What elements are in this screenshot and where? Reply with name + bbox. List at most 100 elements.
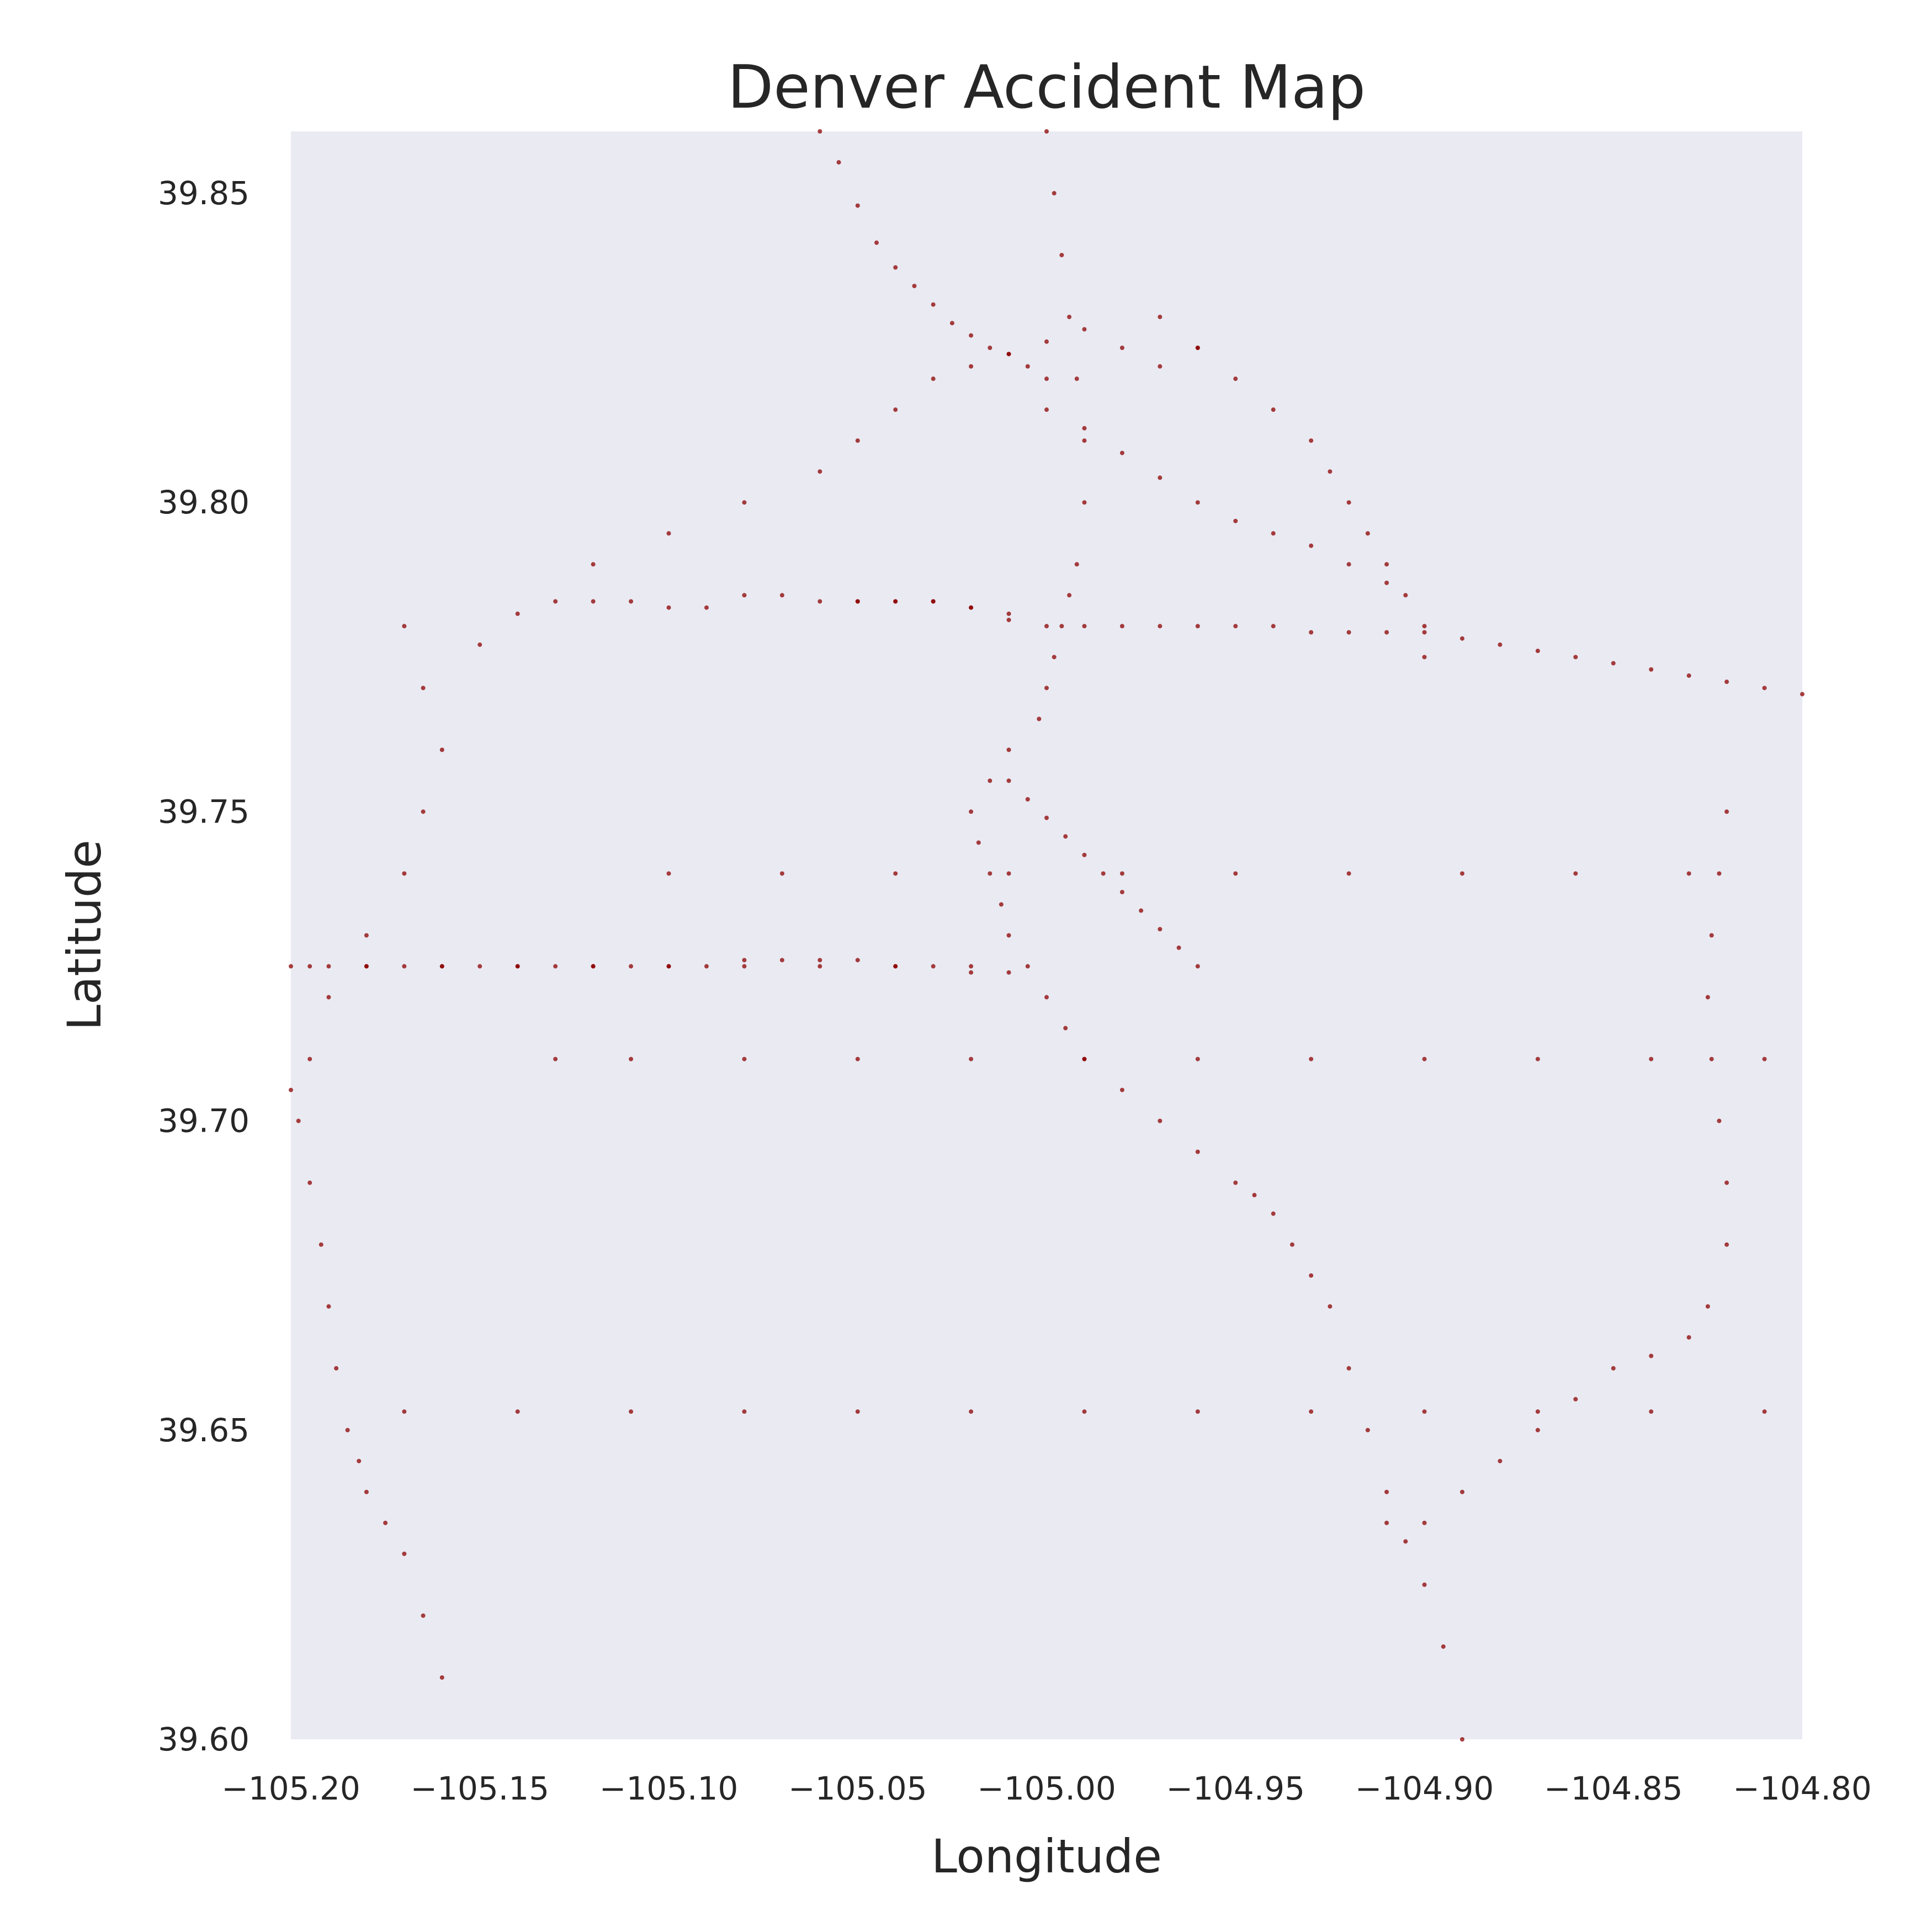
accident-point [1006, 871, 1011, 876]
accident-point [439, 1675, 444, 1680]
accident-point [629, 1409, 634, 1414]
accident-point [969, 333, 974, 338]
accident-point [1403, 1539, 1408, 1544]
accident-point [1422, 1409, 1427, 1414]
accident-point [553, 1057, 558, 1061]
points-layer [289, 129, 1804, 1742]
accident-point [988, 778, 992, 783]
accident-point [1025, 797, 1030, 802]
accident-point [1044, 376, 1049, 381]
accident-point [893, 871, 898, 876]
accident-point [1762, 1057, 1767, 1061]
accident-point [742, 1057, 747, 1061]
accident-point [364, 1489, 369, 1494]
y-axis-ticks: 39.60 39.65 39.70 39.75 39.80 39.85 [158, 174, 250, 1758]
accident-point [1119, 890, 1124, 895]
accident-point [931, 599, 936, 604]
accident-point [949, 321, 954, 326]
accident-point [296, 1118, 301, 1123]
chart-title: Denver Accident Map [728, 53, 1366, 122]
accident-point [855, 438, 860, 443]
accident-point [1052, 655, 1057, 660]
accident-point [1309, 1273, 1314, 1278]
accident-point [1006, 352, 1011, 357]
x-axis-label: Longitude [931, 1829, 1162, 1883]
accident-point [1686, 871, 1691, 876]
accident-point [818, 469, 822, 474]
accident-point [1063, 1026, 1068, 1031]
accident-point [704, 605, 709, 610]
accident-point [1158, 927, 1163, 932]
accident-point [1233, 871, 1238, 876]
accident-point [874, 240, 879, 245]
accident-point [1082, 852, 1087, 857]
accident-point [1233, 376, 1238, 381]
accident-point [1044, 339, 1049, 344]
accident-point [836, 160, 841, 165]
accident-point [988, 871, 992, 876]
accident-point [289, 1087, 293, 1092]
accident-point [1195, 1057, 1200, 1061]
accident-point [969, 605, 974, 610]
accident-point [931, 376, 936, 381]
x-tick-label: −105.05 [788, 1770, 927, 1807]
accident-point [402, 1409, 407, 1414]
accident-point [1176, 945, 1181, 950]
accident-point [326, 964, 331, 969]
accident-point [1044, 815, 1049, 820]
accident-point [1422, 624, 1427, 629]
accident-point [591, 599, 596, 604]
accident-point [1535, 1409, 1540, 1414]
accident-point [969, 1409, 974, 1414]
accident-point [742, 964, 747, 969]
accident-point [1709, 933, 1714, 938]
accident-point [1271, 407, 1276, 412]
y-axis-label: Latitude [57, 840, 112, 1031]
accident-point [1762, 686, 1767, 691]
accident-point [855, 203, 860, 208]
accident-point [1119, 871, 1124, 876]
accident-point [1346, 630, 1351, 635]
accident-point [307, 1057, 312, 1061]
accident-point [1422, 655, 1427, 660]
accident-point [1365, 1427, 1370, 1432]
accident-point [1309, 630, 1314, 635]
accident-point [818, 599, 822, 604]
accident-point [1082, 327, 1087, 332]
accident-point [319, 1242, 323, 1247]
accident-point [1328, 1304, 1333, 1309]
accident-point [629, 1057, 634, 1061]
accident-point [976, 840, 981, 845]
accident-point [1717, 1118, 1722, 1123]
x-tick-label: −104.90 [1355, 1770, 1494, 1807]
accident-point [1422, 1582, 1427, 1587]
accident-point [999, 902, 1004, 907]
accident-point [818, 129, 822, 134]
accident-point [629, 964, 634, 969]
y-tick-label: 39.80 [158, 484, 250, 521]
accident-point [1422, 1520, 1427, 1525]
accident-point [1006, 618, 1011, 623]
accident-point [1044, 407, 1049, 412]
accident-point [421, 1613, 426, 1618]
accident-point [1649, 1354, 1654, 1358]
accident-point [1158, 624, 1163, 629]
accident-point [1573, 655, 1578, 660]
accident-point [1403, 593, 1408, 598]
accident-point [591, 964, 596, 969]
accident-point [969, 970, 974, 975]
accident-point [1158, 1118, 1163, 1123]
accident-point [1611, 1366, 1616, 1371]
accident-point [1649, 667, 1654, 672]
accident-point [1082, 438, 1087, 443]
accident-point [1384, 580, 1389, 585]
accident-point [1119, 346, 1124, 351]
accident-point [364, 933, 369, 938]
accident-point [1535, 1057, 1540, 1061]
accident-point [1195, 1149, 1200, 1154]
accident-point [357, 1458, 362, 1463]
accident-point [969, 1057, 974, 1061]
accident-point [1101, 871, 1106, 876]
y-tick-label: 39.75 [158, 793, 250, 830]
